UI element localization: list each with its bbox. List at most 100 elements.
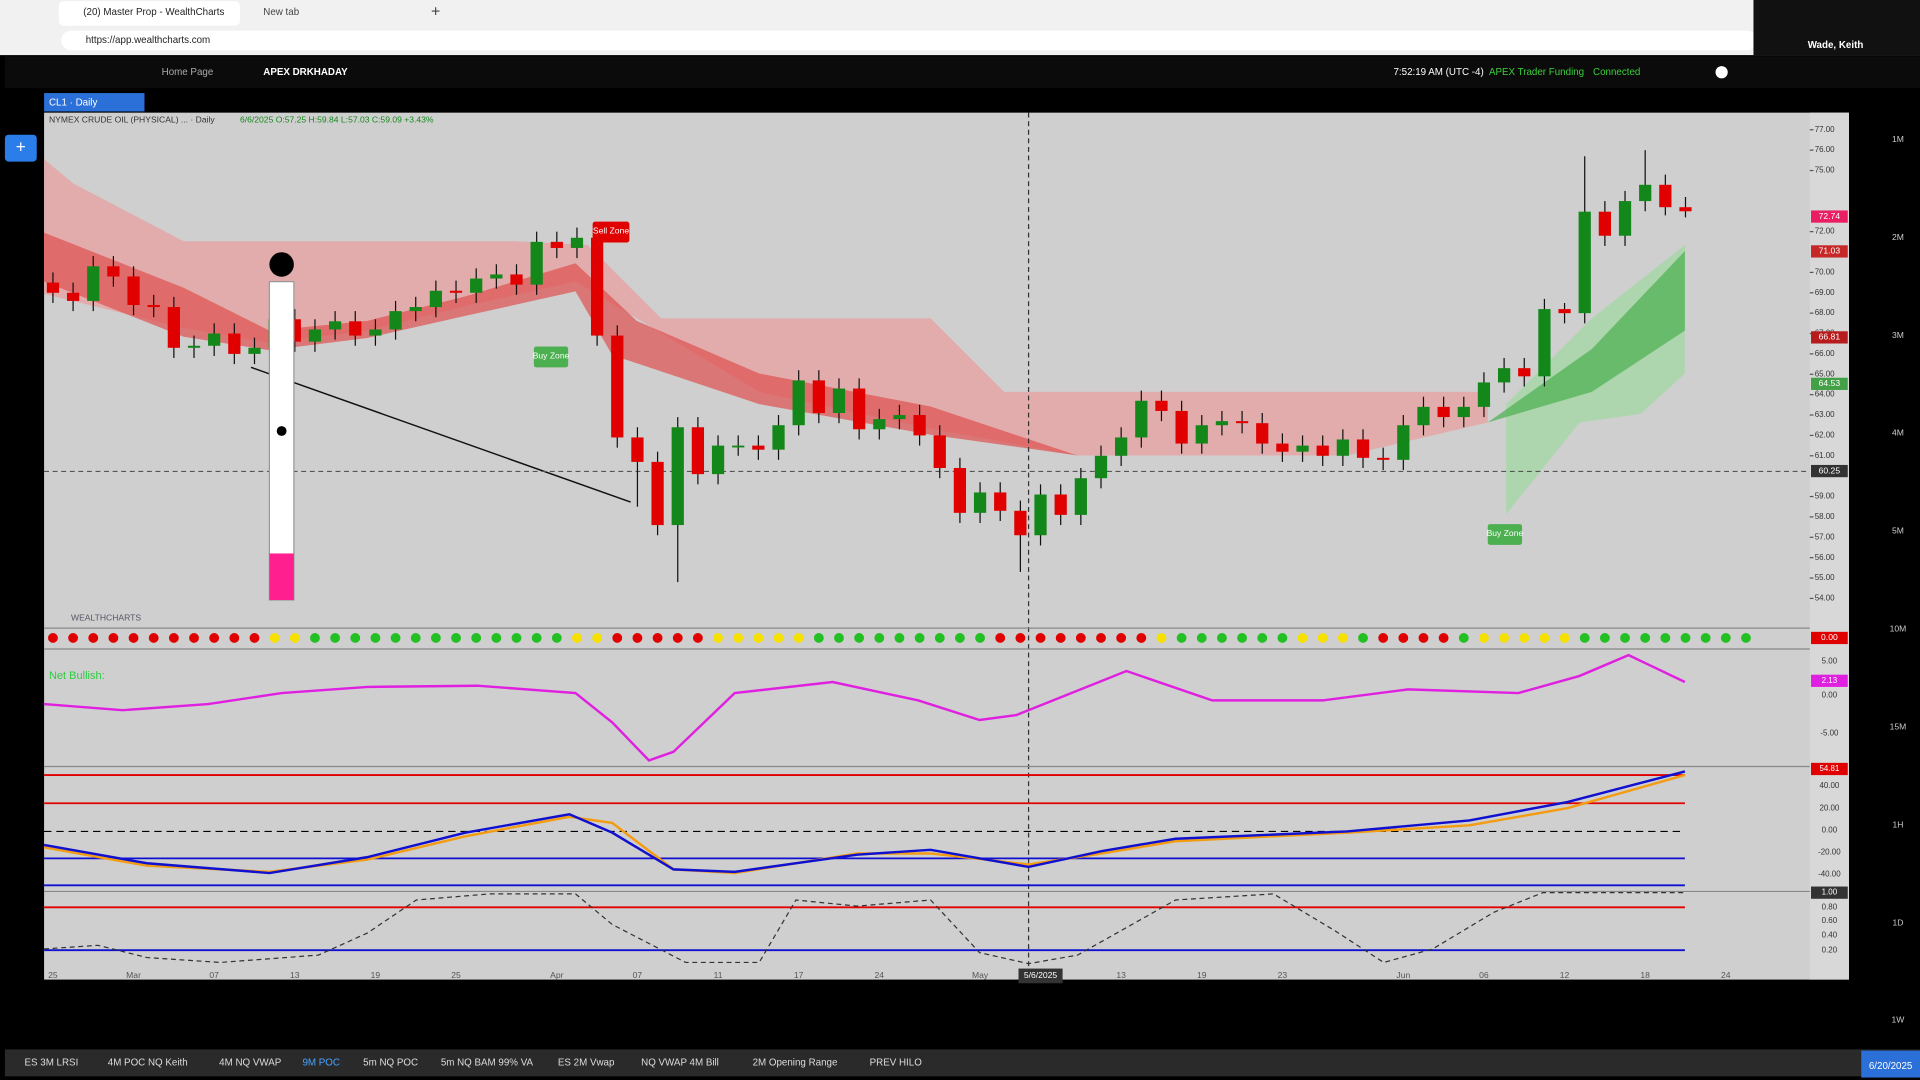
layout-bar (4, 1049, 1920, 1077)
timeframe[interactable]: 4M (1892, 428, 1904, 438)
settings-icon[interactable] (1715, 66, 1728, 79)
timeframe[interactable]: 2M (1892, 232, 1904, 242)
layout-tab[interactable]: PREV HILO (870, 1057, 923, 1068)
timeframe[interactable]: 5M (1892, 526, 1904, 536)
layout-tab[interactable]: NQ VWAP 4M Bill (641, 1057, 719, 1068)
signal-dot (592, 633, 603, 643)
url[interactable]: https://app.wealthcharts.com (86, 35, 211, 46)
signal-dot (48, 633, 58, 643)
signal-dot (269, 633, 280, 643)
candle-body (248, 347, 261, 354)
candle-body (187, 345, 201, 348)
y-tick-label: 65.00 (1815, 369, 1835, 378)
candle-body (1457, 406, 1470, 418)
candle-body (1135, 400, 1148, 438)
signal-box (1811, 631, 1848, 645)
symbol-tab[interactable] (44, 93, 145, 112)
x-tick-label: May (972, 970, 989, 980)
layout-tab[interactable]: 2M Opening Range (753, 1057, 838, 1068)
layout-tab[interactable]: 5m NQ BAM 99% VA (441, 1057, 534, 1068)
indicator-tick: 0.60 (1822, 916, 1838, 925)
timeframe[interactable]: 1W (1892, 1014, 1906, 1024)
y-tick-label: 63.00 (1815, 410, 1835, 419)
clock: 7:52:19 AM (UTC -4) (1393, 67, 1483, 78)
signal-dot (612, 633, 623, 643)
timeframe[interactable]: 1D (1892, 918, 1903, 928)
signal-dot (390, 633, 401, 643)
ohlc-legend: 6/6/2025 O:57.25 H:59.84 L:57.03 C:59.09… (240, 114, 434, 124)
candle-body (127, 276, 140, 306)
candle-body (1014, 510, 1027, 536)
layout-tab[interactable]: 9M POC (302, 1057, 340, 1068)
status: Connected (1593, 67, 1640, 78)
candle-body (1618, 201, 1632, 236)
add-button[interactable] (4, 134, 37, 162)
candle-body (1094, 455, 1108, 479)
signal-dot (289, 633, 300, 643)
tab-title[interactable]: (20) Master Prop - WealthCharts (83, 7, 224, 18)
candle-body (1356, 439, 1370, 458)
candle-body (389, 311, 402, 330)
oscillator-line (43, 653, 1686, 762)
candle-body (1679, 207, 1692, 212)
candle-body (671, 427, 684, 526)
candle-body (87, 266, 100, 301)
candle-body (1155, 400, 1168, 411)
signal-dot (773, 633, 784, 643)
candle-body (711, 445, 725, 475)
layout-tab[interactable]: ES 3M LRSI (24, 1057, 78, 1068)
timeframe[interactable]: 15M (1890, 722, 1907, 732)
layout-tab[interactable]: 4M NQ VWAP (219, 1057, 282, 1068)
y-tick-label: 56.00 (1815, 553, 1835, 562)
candle-body (1276, 443, 1289, 452)
indicator-tick: 0.00 (1822, 825, 1838, 834)
ribbon (1487, 251, 1685, 423)
date: 6/20/2025 (1869, 1061, 1913, 1072)
tool-dot[interactable] (276, 426, 287, 436)
indicator-tick: 20.00 (1819, 803, 1839, 812)
candle-body (953, 468, 967, 513)
candle-body (1598, 211, 1611, 236)
active-tab[interactable] (58, 1, 240, 26)
app-tab[interactable]: Home Page (162, 67, 214, 78)
candle-body (631, 437, 644, 462)
timeframe[interactable]: 1M (1892, 134, 1904, 144)
timeframe[interactable]: 3M (1892, 330, 1904, 340)
address-bar[interactable] (61, 30, 1758, 51)
timeframe[interactable]: 1H (1892, 820, 1903, 830)
new-tab[interactable]: + (431, 3, 440, 20)
signal-dot (975, 633, 985, 643)
indicator-tick: 54.81 (1819, 764, 1839, 773)
price-label-box (1811, 377, 1848, 390)
app-tab[interactable]: APEX DRKHADAY (263, 67, 348, 78)
candle-body (1316, 445, 1329, 456)
symbol-label[interactable]: CL1 · Daily (49, 97, 97, 108)
signal-dot (471, 633, 482, 643)
candle-body (107, 266, 120, 277)
signal-dot (1075, 633, 1086, 643)
layout-tab[interactable]: 5m NQ POC (363, 1057, 418, 1068)
timeframe[interactable]: 10M (1890, 624, 1907, 634)
signal-dot (914, 633, 925, 643)
color-swatch[interactable] (269, 553, 294, 600)
x-tick-label: 24 (1721, 970, 1731, 980)
candle-body (732, 445, 745, 448)
add-icon[interactable]: + (16, 137, 26, 157)
candle-body (1397, 425, 1410, 460)
signal-dot (310, 633, 320, 643)
layout-tab[interactable]: ES 2M Vwap (558, 1057, 615, 1068)
tab-title[interactable]: New tab (263, 7, 299, 18)
signal-dot (168, 633, 179, 643)
candle-body (1417, 406, 1430, 426)
brand: WEALTHCHARTS (71, 613, 141, 623)
candle-body (812, 380, 825, 413)
layout-tab[interactable]: 4M POC NQ Keith (108, 1057, 188, 1068)
price-label: 71.03 (1819, 246, 1841, 256)
price-label: 66.81 (1819, 332, 1841, 342)
signal-dot (491, 633, 502, 643)
candle-body (208, 333, 221, 346)
candle-body (832, 388, 846, 413)
signal-value: 0.00 (1821, 632, 1838, 642)
signal-dot (652, 633, 663, 643)
tool-pin[interactable] (269, 252, 294, 277)
